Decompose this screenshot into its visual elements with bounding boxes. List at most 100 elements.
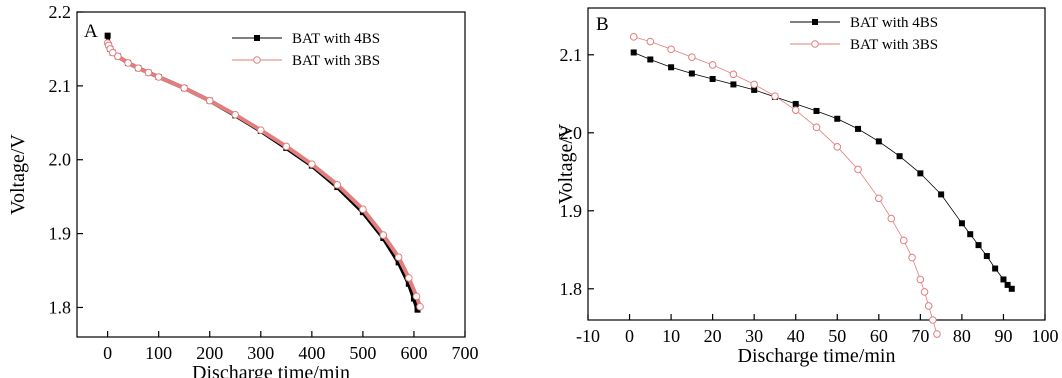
y-tick-label-a-3: 2.1 [49,76,72,96]
legend-marker-bat-with-4bs-a [254,35,260,41]
point-bat-with-3bs-b-19 [929,316,937,324]
x-tick-label-a-0: 0 [103,343,112,363]
legend-label-bat-with-3bs-b: BAT with 3BS [850,37,938,53]
x-tick-label-b-2: 10 [662,326,680,346]
legend-label-bat-with-3bs-a: BAT with 3BS [292,53,380,69]
point-bat-with-4bs-b-16 [958,220,965,227]
point-bat-with-4bs-b-3 [688,70,695,77]
point-bat-with-3bs-a-7 [144,68,153,77]
point-bat-with-3bs-a-6 [134,64,143,72]
point-bat-with-4bs-b-6 [751,86,758,93]
point-bat-with-3bs-a-18 [394,253,403,262]
panel-a: 1.8 1.9 2.0 2.1 2.2 0 100 200 300 400 500 600 700 B… [7,2,479,378]
point-bat-with-3bs-b-13 [887,214,896,223]
y-tick-label-b-0: 1.8 [560,279,583,299]
series-group-a [103,32,424,313]
series-bat-with-3bs-b [629,33,941,338]
y-axis-a: 1.8 1.9 2.0 2.1 2.2 [49,2,83,317]
legend-b: BAT with 4BS BAT with 3BS [790,15,938,53]
point-bat-with-4bs-a-21 [414,306,421,313]
point-bat-with-3bs-a-10 [205,96,214,105]
point-bat-with-3bs-b-9 [812,123,821,132]
y-axis-title-b: Voltage/V [555,123,577,204]
point-bat-with-4bs-b-13 [896,153,903,160]
point-bat-with-3bs-b-4 [708,61,717,69]
x-tick-label-a-5: 500 [349,343,376,363]
point-bat-with-3bs-b-0 [629,33,638,41]
point-bat-with-4bs-b-15 [938,191,945,198]
legend-label-bat-with-4bs-b: BAT with 4BS [850,15,938,31]
x-tick-label-b-11: 100 [1032,326,1059,346]
point-bat-with-3bs-a-4 [114,52,122,61]
x-tick-label-a-1: 100 [145,343,172,363]
point-bat-with-3bs-a-15 [333,181,342,189]
legend-marker-bat-with-3bs-a [253,56,261,64]
x-tick-label-b-4: 30 [745,326,763,346]
point-bat-with-4bs-b-8 [792,100,799,107]
series-line-bat-with-3bs-a [105,42,422,308]
point-bat-with-4bs-b-12 [875,138,882,145]
y-tick-label-b-3: 2.1 [560,45,583,65]
point-bat-with-4bs-b-20 [992,265,999,272]
legend-marker-bat-with-3bs-b [811,40,819,48]
point-bat-with-4bs-b-2 [668,64,675,71]
legend-a: BAT with 4BS BAT with 3BS [232,31,380,69]
y-tick-label-b-2: 2.0 [560,123,583,143]
point-bat-with-4bs-a-18 [395,259,402,266]
plot-frame-b [587,7,1046,321]
point-bat-with-4bs-b-0 [630,49,637,56]
point-bat-with-4bs-b-10 [834,115,841,122]
series-bat-with-3bs-a [103,39,424,311]
x-axis-a: 0 100 200 300 400 500 600 700 [103,331,479,363]
point-bat-with-4bs-b-22 [1004,281,1011,288]
point-bat-with-3bs-a-20 [412,292,421,301]
point-bat-with-3bs-a-14 [308,160,316,168]
point-bat-with-3bs-a-11 [231,110,240,119]
panel-label-a: A [84,21,98,42]
y-tick-label-a-4: 2.2 [49,2,72,22]
point-bat-with-3bs-a-16 [359,205,367,214]
point-bat-with-4bs-a-0 [104,32,111,39]
point-bat-with-4bs-b-23 [1008,285,1015,292]
point-bat-with-4bs-b-19 [983,253,990,260]
point-bat-with-3bs-a-5 [124,59,132,67]
point-bat-with-3bs-a-13 [282,142,291,151]
point-bat-with-4bs-b-14 [917,170,924,177]
x-tick-label-a-7: 700 [452,343,479,363]
panel-b: 1.8 1.9 2.0 2.1 -10 0 10 20 30 40 50 60 70 80 90 100 B… [555,7,1059,367]
point-bat-with-3bs-a-21 [416,302,424,311]
x-tick-label-b-5: 40 [787,326,805,346]
x-tick-label-b-6: 50 [828,326,846,346]
point-bat-with-3bs-b-11 [854,165,862,174]
x-tick-label-a-4: 400 [298,343,325,363]
x-tick-label-a-3: 300 [247,343,274,363]
point-bat-with-3bs-b-3 [688,53,696,61]
point-bat-with-4bs-b-17 [967,231,974,238]
point-bat-with-3bs-b-1 [646,37,655,46]
point-bat-with-3bs-b-16 [916,275,925,284]
legend-label-bat-with-4bs-a: BAT with 4BS [292,31,380,47]
point-bat-with-3bs-b-12 [875,194,883,203]
point-bat-with-3bs-b-6 [750,80,758,89]
x-tick-label-a-6: 600 [400,343,427,363]
panel-label-b: B [596,14,609,35]
x-tick-label-a-2: 200 [196,343,223,363]
y-tick-label-a-0: 1.8 [49,297,72,317]
point-bat-with-3bs-a-17 [379,231,388,239]
x-tick-label-b-7: 60 [870,326,888,346]
point-bat-with-3bs-a-9 [180,84,189,92]
point-bat-with-3bs-b-7 [771,92,779,100]
y-tick-label-a-1: 1.9 [49,224,72,244]
series-line-bat-with-4bs-b [633,52,1013,290]
x-tick-label-b-10: 90 [994,326,1012,346]
point-bat-with-3bs-b-20 [933,330,941,338]
series-line-bat-with-3bs-b [633,36,938,335]
point-bat-with-4bs-b-1 [647,56,654,63]
x-tick-label-b-3: 20 [704,326,722,346]
point-bat-with-3bs-b-8 [791,106,800,114]
legend-marker-bat-with-4bs-b [812,19,818,25]
plot-frame-a [76,11,466,338]
point-bat-with-3bs-b-15 [908,253,916,262]
x-axis-b: -10 0 10 20 30 40 50 60 70 80 90 100 [576,314,1059,346]
series-bat-with-4bs-b [630,49,1015,292]
